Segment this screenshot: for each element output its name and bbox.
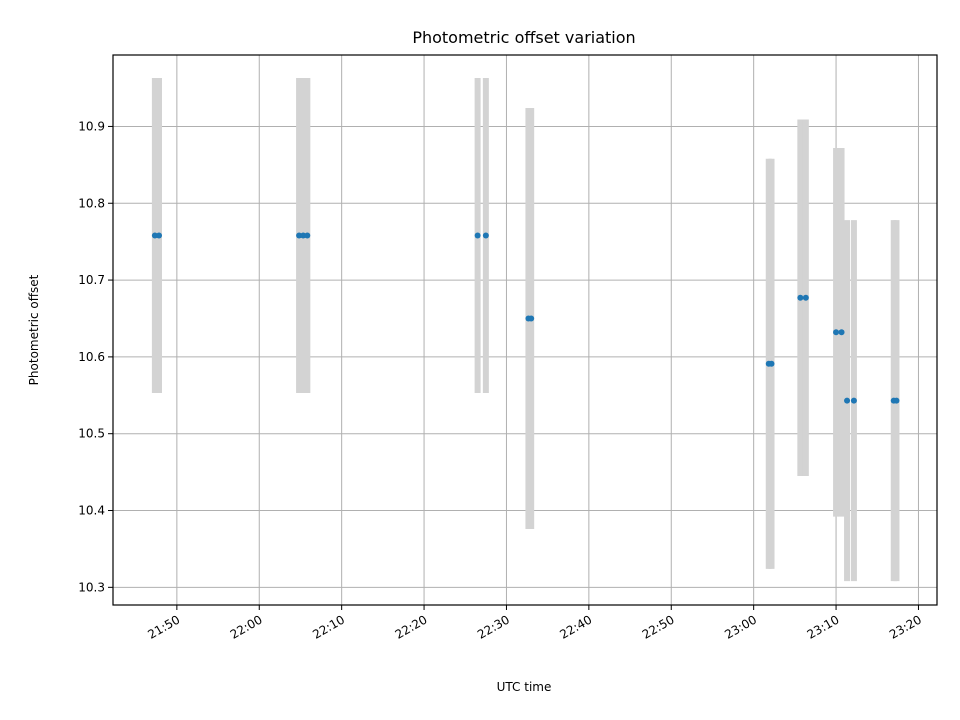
- x-axis-label: UTC time: [497, 680, 552, 694]
- x-tick-label: 22:00: [228, 612, 265, 641]
- x-tick-label: 21:50: [145, 612, 182, 641]
- data-point: [802, 294, 809, 301]
- data-point: [893, 397, 900, 404]
- data-point: [850, 397, 857, 404]
- y-tick-label: 10.8: [78, 196, 105, 210]
- y-tick-label: 10.5: [78, 427, 105, 441]
- data-point: [833, 329, 840, 336]
- data-point: [304, 232, 311, 239]
- data-point: [296, 232, 303, 239]
- plot-frame: [112, 54, 938, 606]
- x-tick-label: 23:00: [722, 612, 759, 641]
- data-point: [474, 232, 481, 239]
- y-tick-label: 10.3: [78, 580, 105, 594]
- x-tick-label: 23:10: [805, 612, 842, 641]
- y-tick-label: 10.4: [78, 504, 105, 518]
- y-tick-label: 10.6: [78, 350, 105, 364]
- x-tick-label: 23:20: [887, 612, 924, 641]
- chart-title: Photometric offset variation: [412, 28, 635, 47]
- x-tick-label: 22:10: [310, 612, 347, 641]
- y-tick-label: 10.9: [78, 119, 105, 133]
- data-point: [156, 232, 163, 239]
- x-axis-ticks: 21:50 22:00 22:10 22:20 22:30 22:40 22:50 23:00…: [145, 605, 924, 642]
- data-point: [838, 329, 845, 336]
- data-point: [528, 315, 535, 322]
- x-tick-label: 22:40: [557, 612, 594, 641]
- data-point: [300, 232, 307, 239]
- y-tick-label: 10.7: [78, 273, 105, 287]
- grid-lines: [113, 55, 937, 605]
- x-tick-label: 22:50: [640, 612, 677, 641]
- data-point: [797, 294, 804, 301]
- x-tick-label: 22:30: [475, 612, 512, 641]
- data-point: [482, 232, 489, 239]
- x-tick-label: 22:20: [393, 612, 430, 641]
- data-point: [151, 232, 158, 239]
- data-points: [151, 232, 900, 404]
- data-point: [844, 397, 851, 404]
- y-axis-label: Photometric offset: [27, 274, 41, 385]
- data-point: [768, 360, 775, 367]
- error-bars: [151, 78, 900, 582]
- y-axis-ticks: 10.3 10.4 10.5 10.6 10.7 10.8 10.9: [78, 119, 113, 594]
